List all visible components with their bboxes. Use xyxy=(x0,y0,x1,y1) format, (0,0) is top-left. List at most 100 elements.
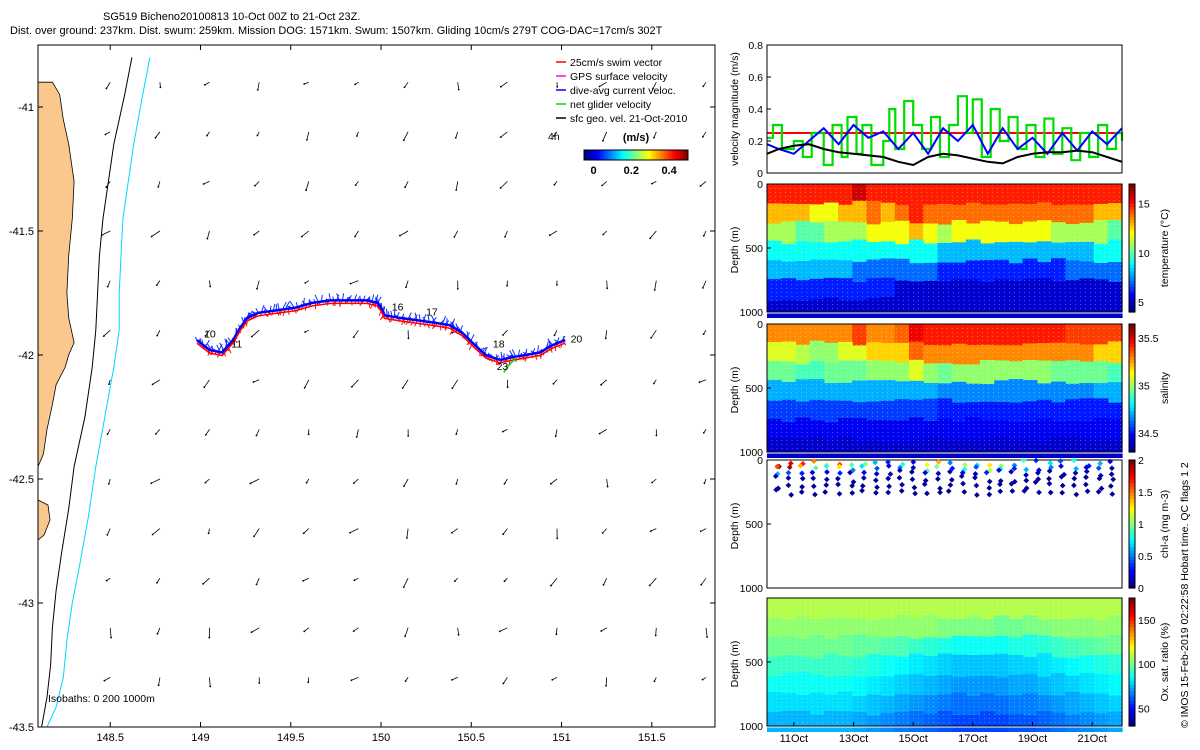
velocity-y-label: velocity magnitude (m/s) xyxy=(729,52,741,166)
profile-cell xyxy=(951,402,967,426)
profile-cell xyxy=(1036,220,1052,248)
cast-sample-line xyxy=(1022,597,1026,727)
geo-velocity-arrow xyxy=(107,280,111,287)
profile-cell xyxy=(937,324,953,350)
cast-sample-line xyxy=(830,597,833,727)
profile-cell xyxy=(937,439,953,458)
profile-cell xyxy=(994,653,1009,681)
geo-velocity-arrow xyxy=(304,627,310,632)
profile-cell xyxy=(809,714,825,732)
colorbar-cell xyxy=(1129,514,1135,519)
profile-cell xyxy=(1065,598,1080,624)
geo-velocity-arrowhead xyxy=(101,234,103,237)
geo-velocity-arrowhead xyxy=(499,187,502,189)
geo-velocity-arrowhead xyxy=(204,84,206,86)
cast-sample-line xyxy=(1058,597,1061,727)
profile-cell xyxy=(894,220,910,248)
map-y-tick-label: -43 xyxy=(18,598,34,610)
profile-cell xyxy=(1036,598,1052,624)
colorbar-cell xyxy=(1129,333,1135,338)
geo-velocity-arrowhead xyxy=(604,337,607,340)
colorbar-cell xyxy=(604,150,607,160)
geo-velocity-arrowhead xyxy=(250,631,253,634)
colorbar-cell xyxy=(1129,212,1135,217)
chl-sample-marker xyxy=(1023,472,1029,478)
geo-velocity-arrow xyxy=(500,81,508,88)
chl-sample-marker xyxy=(1096,475,1103,482)
geo-velocity-arrowhead xyxy=(209,285,212,288)
geo-velocity-arrow xyxy=(158,677,161,686)
chl-sample-marker xyxy=(986,462,993,468)
profile-cell xyxy=(1093,619,1109,643)
cast-sample-line xyxy=(1007,597,1010,727)
chl-sample-marker xyxy=(873,471,880,477)
geo-velocity-arrow xyxy=(152,528,161,535)
chl-sample-marker xyxy=(974,492,980,498)
cast-sample-line xyxy=(850,183,854,313)
chl-sample-marker xyxy=(835,481,841,488)
colorbar-cell xyxy=(630,150,633,160)
depth-y-tick-label: 1000 xyxy=(740,307,764,319)
geo-velocity-arrow xyxy=(405,280,409,288)
cast-sample-line xyxy=(789,597,793,727)
geo-velocity-arrowhead xyxy=(349,531,351,534)
geo-velocity-arrowhead xyxy=(356,135,358,137)
velocity-series-line xyxy=(766,143,1123,167)
chl-sample-marker xyxy=(799,475,806,482)
chl-sample-marker xyxy=(798,489,805,495)
profile-cell xyxy=(1051,637,1066,662)
colorbar-cell xyxy=(686,150,689,160)
colorbar-cell xyxy=(1129,633,1135,637)
colorbar-cell xyxy=(1129,678,1135,682)
geo-velocity-arrow xyxy=(356,429,359,438)
colorbar-tick-label: 2 xyxy=(1138,455,1144,467)
cast-sample-line xyxy=(911,323,914,453)
profile-cell xyxy=(823,598,839,624)
cast-sample-line xyxy=(1058,323,1061,453)
geo-velocity-arrowhead xyxy=(552,382,555,385)
colorbar-cell xyxy=(1129,209,1135,214)
geo-velocity-arrowhead xyxy=(455,482,458,485)
geo-velocity-arrowhead xyxy=(606,485,609,488)
chl-sample-marker xyxy=(861,475,867,481)
cast-sample-line xyxy=(845,323,849,453)
cast-sample-line xyxy=(805,183,808,313)
colorbar-cell xyxy=(1129,511,1135,515)
geo-velocity-arrowhead xyxy=(504,236,506,238)
geo-velocity-arrow xyxy=(203,379,210,388)
cast-sample-line xyxy=(830,183,833,313)
geo-velocity-arrowhead xyxy=(405,286,407,289)
geo-velocity-arrowhead xyxy=(553,183,556,186)
geo-velocity-arrowhead xyxy=(254,184,256,187)
colorbar-cell xyxy=(596,150,599,160)
profile-cell xyxy=(880,441,896,458)
profile-cell xyxy=(1107,711,1123,732)
geo-velocity-arrow xyxy=(305,181,310,191)
cast-sample-line xyxy=(982,597,985,727)
profile-cell xyxy=(767,184,782,210)
profile-cell xyxy=(767,617,782,643)
chl-sample-marker xyxy=(1084,488,1091,495)
profile-cell xyxy=(795,616,811,643)
chl-sample-marker xyxy=(1033,457,1039,464)
colorbar-cell xyxy=(1129,286,1135,291)
cast-sample-line xyxy=(886,323,889,453)
geo-velocity-arrowhead xyxy=(402,139,405,142)
profile-cell xyxy=(951,343,967,369)
cast-sample-line xyxy=(1098,183,1102,313)
cast-sample-line xyxy=(1073,597,1076,727)
colorbar-label: salinity xyxy=(1159,371,1171,404)
profile-cell xyxy=(1107,419,1123,446)
profile-cell xyxy=(909,239,924,267)
cast-sample-line xyxy=(1042,183,1046,313)
geo-velocity-arrow xyxy=(500,181,508,189)
colorbar-cell xyxy=(1129,687,1135,692)
cast-sample-line xyxy=(1103,323,1107,453)
geo-velocity-arrowhead xyxy=(154,433,157,435)
geo-velocity-arrow xyxy=(157,627,161,634)
geo-velocity-arrowhead xyxy=(305,481,308,484)
profile-cell xyxy=(923,655,938,681)
profile-cell xyxy=(1107,301,1123,318)
geo-velocity-arrow xyxy=(500,131,508,138)
